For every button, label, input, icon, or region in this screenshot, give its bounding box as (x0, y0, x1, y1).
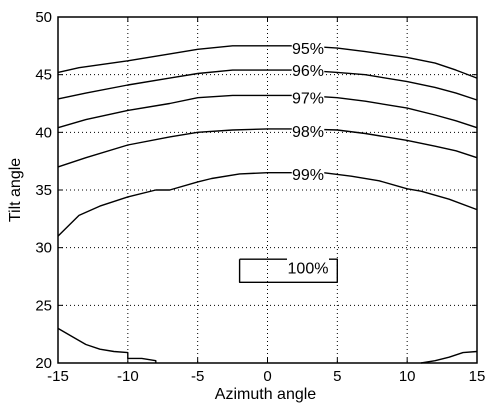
y-tick-label: 40 (35, 124, 52, 141)
grid (58, 17, 477, 363)
contour-label-background (291, 88, 325, 105)
x-tick-label: 5 (333, 368, 341, 385)
contour-label-group: 98% (291, 122, 325, 141)
x-tick-label: 15 (469, 368, 486, 385)
contour-label-group: 95% (291, 39, 325, 58)
x-tick-label: -15 (47, 368, 69, 385)
y-tick-label: 25 (35, 297, 52, 314)
contour-label: 98% (292, 124, 324, 141)
contour-label: 99% (292, 167, 324, 184)
contour-label: 96% (292, 63, 324, 80)
contour-line-96pct-1 (57, 69, 478, 101)
contour-lines (57, 45, 478, 364)
contour-line-99pct-4 (57, 171, 478, 237)
x-tick-label: -5 (191, 368, 204, 385)
x-tick-label: 0 (263, 368, 271, 385)
contour-line-98pct-3 (57, 128, 478, 168)
contour-label: 100% (288, 260, 329, 277)
contour-label-background (291, 39, 325, 56)
contour-label-background (291, 164, 325, 181)
contour-label: 97% (292, 91, 324, 108)
contour-label-group: 96% (291, 61, 325, 80)
contour-label-background (287, 258, 330, 275)
contour-line-100pct-7 (420, 350, 478, 364)
y-tick-label: 45 (35, 67, 52, 84)
x-axis-label: Azimuth angle (215, 386, 316, 403)
y-tick-label: 50 (35, 9, 52, 26)
contour-label-group: 100% (287, 258, 330, 277)
contour-line-97pct-2 (57, 94, 478, 129)
contour-label-background (291, 61, 325, 78)
x-tick-label: -10 (117, 368, 139, 385)
contour-line-100pct-6 (57, 327, 157, 363)
contour-label: 95% (292, 41, 324, 58)
x-tick-label: 10 (399, 368, 416, 385)
contour-label-group: 99% (291, 164, 325, 184)
y-tick-label: 35 (35, 182, 52, 199)
contour-line-95pct-0 (57, 45, 478, 79)
y-tick-label: 30 (35, 240, 52, 257)
y-axis-label: Tilt angle (7, 158, 24, 222)
contour-label-group: 97% (291, 88, 325, 108)
contour-labels: 95% 96% 97% 98% 99% 100% (287, 39, 330, 277)
y-tick-label: 20 (35, 355, 52, 372)
contour-label-background (291, 122, 325, 139)
axis-ticks: -15 -10 -5 0 5 10 15 20 25 30 35 40 45 50 (35, 9, 485, 385)
